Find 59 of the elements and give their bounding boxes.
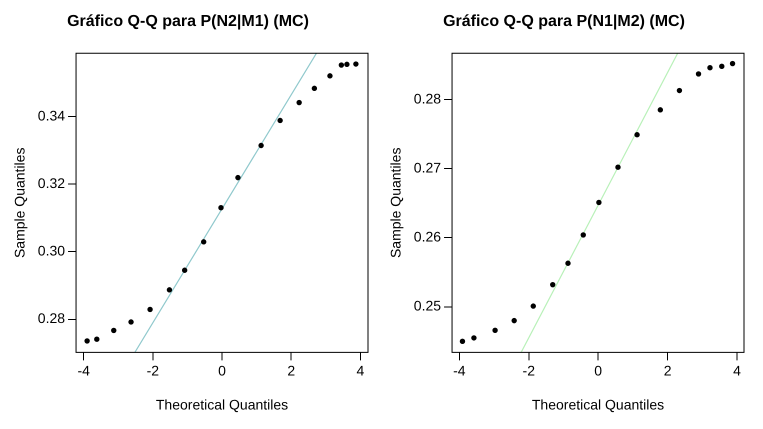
x-tick-label: 4 [733,362,742,379]
point [565,260,571,266]
point [200,239,206,245]
point [615,164,621,170]
x-tick-label: 0 [594,362,602,379]
point [658,107,664,113]
point [218,205,224,210]
point [492,328,498,333]
point [327,73,333,79]
point [719,64,724,70]
point [128,319,134,325]
y-axis-title: Sample Quantiles [11,148,28,258]
point [312,86,318,92]
point [166,287,172,293]
y-tick-label: 0.28 [414,90,442,106]
point [471,335,477,341]
point [94,336,100,342]
point [84,338,90,344]
point [530,303,536,309]
point [277,118,283,124]
y-tick-label: 0.28 [38,310,66,326]
point [111,328,116,334]
x-tick-label: -2 [146,362,160,379]
point [730,60,736,66]
point [296,100,302,106]
x-axis-title: Theoretical Quantiles [532,396,664,412]
point [147,306,153,312]
x-tick-label: 0 [218,362,226,379]
point [550,282,556,288]
point [344,62,350,68]
y-tick-label: 0.30 [38,242,66,259]
point [338,62,344,68]
point [460,338,466,344]
point [511,318,517,324]
point [696,71,702,77]
y-tick-label: 0.34 [38,107,66,124]
y-tick-label: 0.27 [414,159,442,176]
point [580,232,586,238]
point [596,200,602,206]
x-tick-label: 2 [664,362,672,379]
point [235,174,241,180]
x-tick-label: 2 [287,362,296,379]
y-tick-label: 0.26 [414,228,442,245]
point [353,61,359,67]
y-tick-label: 0.32 [38,174,66,191]
point [676,88,682,94]
chart-title: Gráfico Q-Q para P(N2|M1) (MC) [67,13,309,30]
chart-title: Gráfico Q-Q para P(N1|M2) (MC) [443,13,685,30]
point [707,65,713,70]
point [258,142,264,148]
x-tick-label: -4 [77,362,90,379]
x-tick-label: 4 [356,362,364,379]
x-tick-label: -4 [453,362,466,379]
point [634,132,640,138]
y-tick-label: 0.25 [414,298,442,314]
point [182,268,188,273]
x-tick-label: -2 [522,362,536,379]
y-axis-title: Sample Quantiles [387,148,404,258]
x-axis-title: Theoretical Quantiles [156,396,288,412]
